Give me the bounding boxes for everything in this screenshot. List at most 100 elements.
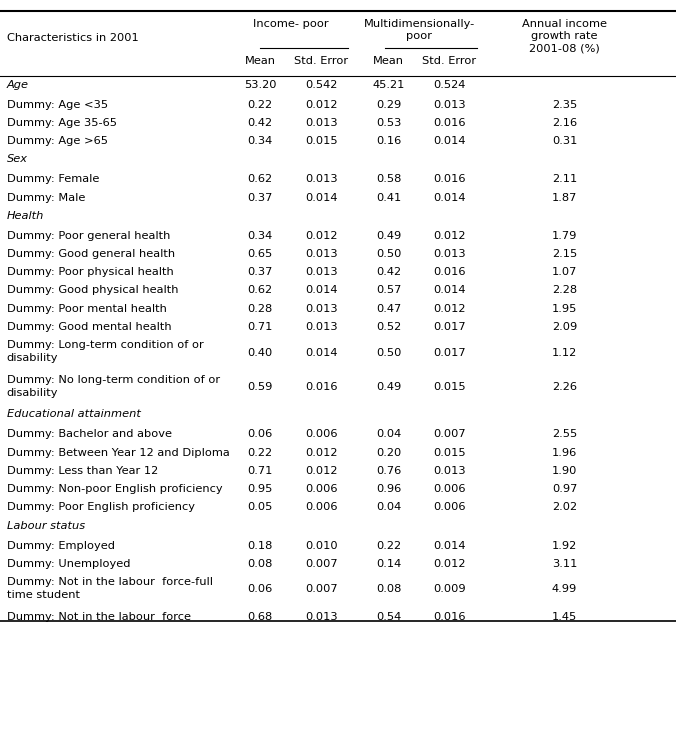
Text: 0.009: 0.009 bbox=[433, 584, 466, 594]
Text: 0.016: 0.016 bbox=[433, 267, 466, 278]
Text: 0.34: 0.34 bbox=[247, 231, 273, 241]
Text: 0.57: 0.57 bbox=[376, 286, 402, 295]
Text: 0.006: 0.006 bbox=[305, 502, 337, 513]
Text: 0.16: 0.16 bbox=[376, 136, 402, 146]
Text: 0.013: 0.013 bbox=[305, 304, 337, 314]
Text: Dummy: Male: Dummy: Male bbox=[7, 193, 85, 202]
Text: 0.95: 0.95 bbox=[247, 484, 273, 494]
Text: Std. Error: Std. Error bbox=[294, 56, 348, 65]
Text: 0.49: 0.49 bbox=[376, 382, 402, 392]
Text: 0.017: 0.017 bbox=[433, 347, 466, 358]
Text: 1.87: 1.87 bbox=[552, 193, 577, 202]
Text: 1.92: 1.92 bbox=[552, 540, 577, 551]
Text: 0.50: 0.50 bbox=[376, 249, 402, 259]
Text: 0.08: 0.08 bbox=[376, 584, 402, 594]
Text: 2.09: 2.09 bbox=[552, 322, 577, 332]
Text: Dummy: Less than Year 12: Dummy: Less than Year 12 bbox=[7, 466, 158, 476]
Text: 0.013: 0.013 bbox=[305, 118, 337, 128]
Text: 0.012: 0.012 bbox=[305, 448, 337, 458]
Text: 0.54: 0.54 bbox=[376, 612, 402, 621]
Text: Mean: Mean bbox=[245, 56, 276, 65]
Text: Dummy: Employed: Dummy: Employed bbox=[7, 540, 115, 551]
Text: 0.22: 0.22 bbox=[247, 100, 273, 109]
Text: 0.014: 0.014 bbox=[433, 193, 466, 202]
Text: Dummy: Female: Dummy: Female bbox=[7, 174, 99, 185]
Text: 0.18: 0.18 bbox=[247, 540, 273, 551]
Text: 1.12: 1.12 bbox=[552, 347, 577, 358]
Text: Dummy: Unemployed: Dummy: Unemployed bbox=[7, 559, 130, 568]
Text: 0.76: 0.76 bbox=[376, 466, 402, 476]
Text: Dummy: Age 35-65: Dummy: Age 35-65 bbox=[7, 118, 117, 128]
Text: Health: Health bbox=[7, 211, 44, 221]
Text: 0.37: 0.37 bbox=[247, 193, 273, 202]
Text: 0.014: 0.014 bbox=[433, 286, 466, 295]
Text: Sex: Sex bbox=[7, 154, 28, 164]
Text: 2.26: 2.26 bbox=[552, 382, 577, 392]
Text: 0.012: 0.012 bbox=[305, 231, 337, 241]
Text: 0.42: 0.42 bbox=[247, 118, 273, 128]
Text: 0.014: 0.014 bbox=[433, 540, 466, 551]
Text: 0.014: 0.014 bbox=[305, 193, 337, 202]
Text: 0.013: 0.013 bbox=[305, 267, 337, 278]
Text: 0.014: 0.014 bbox=[305, 286, 337, 295]
Text: 0.015: 0.015 bbox=[305, 136, 337, 146]
Text: 0.012: 0.012 bbox=[433, 304, 466, 314]
Text: Dummy: Poor general health: Dummy: Poor general health bbox=[7, 231, 170, 241]
Text: 4.99: 4.99 bbox=[552, 584, 577, 594]
Text: Educational attainment: Educational attainment bbox=[7, 409, 141, 420]
Text: 0.62: 0.62 bbox=[247, 286, 273, 295]
Text: Std. Error: Std. Error bbox=[422, 56, 477, 65]
Text: 1.96: 1.96 bbox=[552, 448, 577, 458]
Text: 0.016: 0.016 bbox=[433, 174, 466, 185]
Text: 0.006: 0.006 bbox=[305, 429, 337, 440]
Text: 0.013: 0.013 bbox=[433, 249, 466, 259]
Text: 1.45: 1.45 bbox=[552, 612, 577, 621]
Text: 2.11: 2.11 bbox=[552, 174, 577, 185]
Text: 2.28: 2.28 bbox=[552, 286, 577, 295]
Text: 0.06: 0.06 bbox=[247, 429, 273, 440]
Text: 0.006: 0.006 bbox=[305, 484, 337, 494]
Text: Labour status: Labour status bbox=[7, 521, 85, 530]
Text: 0.013: 0.013 bbox=[305, 249, 337, 259]
Text: 0.013: 0.013 bbox=[433, 466, 466, 476]
Text: 0.012: 0.012 bbox=[433, 559, 466, 568]
Text: 0.52: 0.52 bbox=[376, 322, 402, 332]
Text: 0.71: 0.71 bbox=[247, 466, 273, 476]
Text: 0.013: 0.013 bbox=[305, 174, 337, 185]
Text: 0.50: 0.50 bbox=[376, 347, 402, 358]
Text: 0.05: 0.05 bbox=[247, 502, 273, 513]
Text: Age: Age bbox=[7, 80, 29, 89]
Text: 0.49: 0.49 bbox=[376, 231, 402, 241]
Text: Dummy: Not in the labour  force: Dummy: Not in the labour force bbox=[7, 612, 191, 621]
Text: 0.013: 0.013 bbox=[433, 100, 466, 109]
Text: 0.31: 0.31 bbox=[552, 136, 577, 146]
Text: 0.016: 0.016 bbox=[433, 612, 466, 621]
Text: 0.04: 0.04 bbox=[376, 429, 402, 440]
Text: 0.42: 0.42 bbox=[376, 267, 402, 278]
Text: 0.006: 0.006 bbox=[433, 484, 466, 494]
Text: 0.007: 0.007 bbox=[305, 559, 337, 568]
Text: Dummy: Poor English proficiency: Dummy: Poor English proficiency bbox=[7, 502, 195, 513]
Text: Dummy: Poor physical health: Dummy: Poor physical health bbox=[7, 267, 174, 278]
Text: Dummy: Age >65: Dummy: Age >65 bbox=[7, 136, 107, 146]
Text: 0.28: 0.28 bbox=[247, 304, 273, 314]
Text: 0.58: 0.58 bbox=[376, 174, 402, 185]
Text: 1.79: 1.79 bbox=[552, 231, 577, 241]
Text: Dummy: Good mental health: Dummy: Good mental health bbox=[7, 322, 172, 332]
Text: Characteristics in 2001: Characteristics in 2001 bbox=[7, 33, 139, 43]
Text: 0.22: 0.22 bbox=[247, 448, 273, 458]
Text: Dummy: No long-term condition of or
disability: Dummy: No long-term condition of or disa… bbox=[7, 375, 220, 397]
Text: 0.65: 0.65 bbox=[247, 249, 273, 259]
Text: Dummy: Long-term condition of or
disability: Dummy: Long-term condition of or disabil… bbox=[7, 340, 203, 363]
Text: 0.012: 0.012 bbox=[433, 231, 466, 241]
Text: 1.90: 1.90 bbox=[552, 466, 577, 476]
Text: 2.35: 2.35 bbox=[552, 100, 577, 109]
Text: 0.53: 0.53 bbox=[376, 118, 402, 128]
Text: 0.20: 0.20 bbox=[376, 448, 402, 458]
Text: 0.007: 0.007 bbox=[433, 429, 466, 440]
Text: 0.012: 0.012 bbox=[305, 100, 337, 109]
Text: 0.007: 0.007 bbox=[305, 584, 337, 594]
Text: 0.016: 0.016 bbox=[433, 118, 466, 128]
Text: Dummy: Bachelor and above: Dummy: Bachelor and above bbox=[7, 429, 172, 440]
Text: 3.11: 3.11 bbox=[552, 559, 577, 568]
